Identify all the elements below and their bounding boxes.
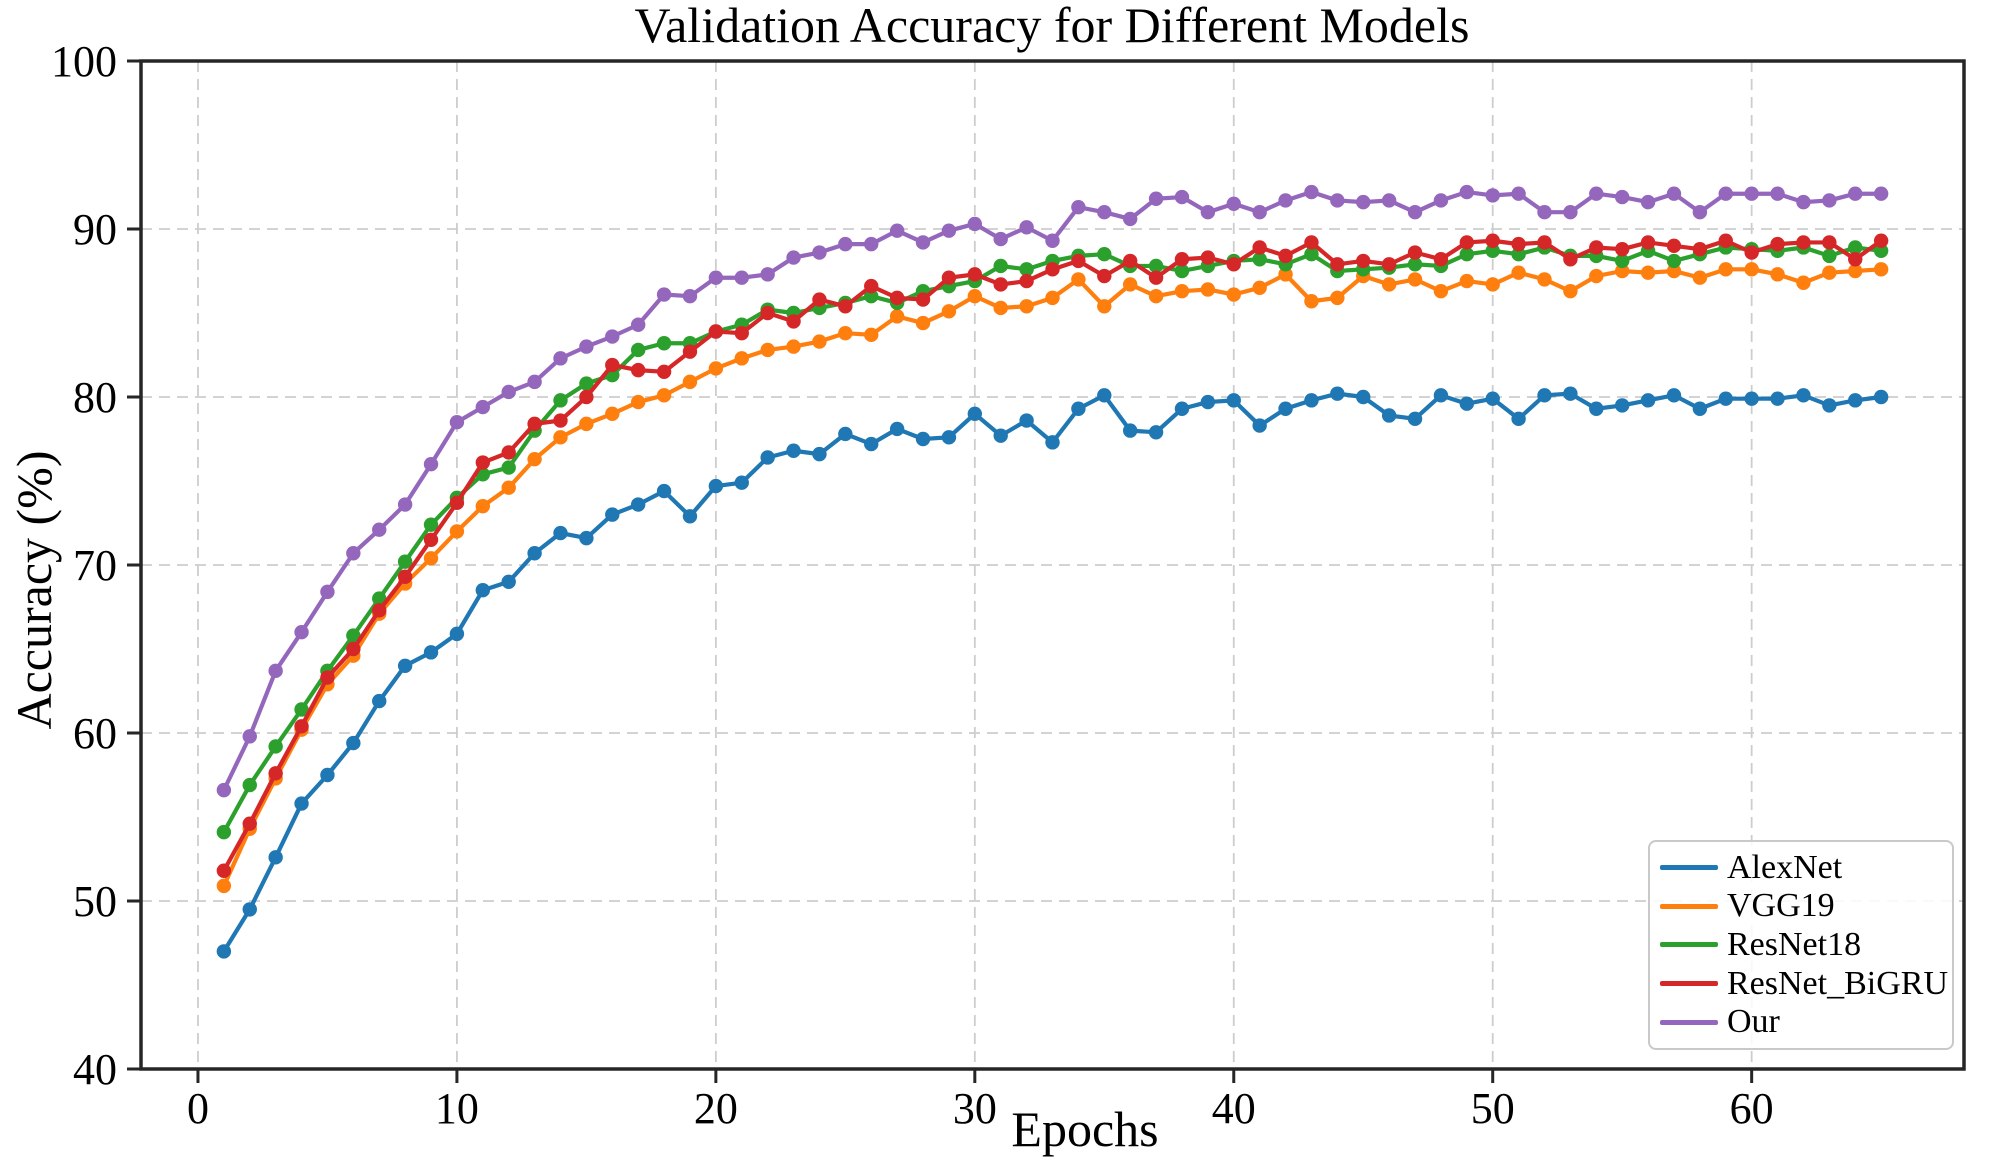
svg-text:20: 20 [694, 1084, 738, 1133]
svg-text:80: 80 [73, 373, 117, 422]
svg-text:40: 40 [73, 1045, 117, 1094]
svg-text:0: 0 [187, 1084, 209, 1133]
legend: AlexNet VGG19 ResNet18 ResNet_BiGRU Our [1648, 840, 1954, 1050]
legend-item-resnet-bigru: ResNet_BiGRU [1660, 966, 1948, 1001]
legend-label-resnet-bigru: ResNet_BiGRU [1727, 964, 1948, 1002]
alexnet-line-swatch [1660, 865, 1718, 871]
legend-item-vgg19: VGG19 [1660, 889, 1942, 923]
legend-item-resnet18: ResNet18 [1660, 925, 1942, 963]
legend-label-our: Our [1727, 1003, 1780, 1041]
chart-title: Validation Accuracy for Different Models [634, 0, 1470, 53]
legend-label-vgg19: VGG19 [1727, 887, 1835, 925]
svg-text:100: 100 [51, 37, 117, 86]
legend-label-alexnet: AlexNet [1727, 848, 1843, 886]
resnet18-line-swatch [1660, 942, 1718, 948]
svg-text:60: 60 [1730, 1084, 1774, 1133]
y-axis-label: Accuracy (%) [6, 450, 62, 730]
svg-text:90: 90 [73, 205, 117, 254]
x-axis-label: Epochs [1011, 1101, 1159, 1157]
legend-item-our: Our [1660, 1005, 1942, 1039]
legend-item-alexnet: AlexNet [1660, 848, 1942, 886]
svg-text:60: 60 [73, 709, 117, 758]
svg-text:40: 40 [1212, 1084, 1256, 1133]
svg-text:70: 70 [73, 541, 117, 590]
legend-label-resnet18: ResNet18 [1727, 925, 1862, 963]
vgg19-line-swatch [1660, 903, 1718, 909]
resnet-bigru-line-swatch [1660, 981, 1718, 987]
our-line-swatch [1660, 1019, 1718, 1025]
svg-text:30: 30 [953, 1084, 997, 1133]
svg-text:50: 50 [1471, 1084, 1515, 1133]
svg-text:50: 50 [73, 877, 117, 926]
svg-text:10: 10 [435, 1084, 479, 1133]
